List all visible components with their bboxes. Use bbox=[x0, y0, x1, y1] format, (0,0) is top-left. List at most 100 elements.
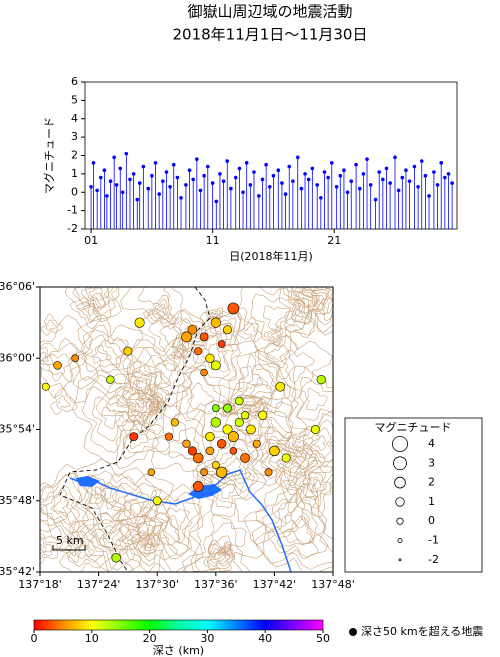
contour bbox=[321, 297, 333, 321]
y-tick-label: 35°54' bbox=[0, 423, 35, 436]
deep-note: 深さ50 kmを超える地震 bbox=[361, 624, 483, 638]
contour bbox=[80, 287, 110, 308]
lake bbox=[188, 484, 222, 499]
epicenter bbox=[240, 411, 250, 420]
stem-mark bbox=[400, 175, 405, 229]
contour bbox=[138, 287, 170, 310]
stem-dot bbox=[283, 192, 288, 196]
contour bbox=[80, 324, 144, 385]
stem-mark bbox=[195, 157, 199, 229]
stem-mark bbox=[102, 168, 107, 229]
contour bbox=[115, 379, 153, 418]
stem-mark bbox=[95, 188, 99, 229]
colorbar-label: 深さ (km) bbox=[153, 644, 204, 657]
contour bbox=[91, 518, 132, 560]
x-axis-label: 日(2018年11月) bbox=[229, 249, 313, 263]
stem-mark bbox=[214, 199, 219, 229]
stem-dot bbox=[128, 177, 132, 182]
contour bbox=[238, 366, 263, 393]
contour bbox=[285, 411, 333, 474]
title: 御嶽山周辺域の地震活動 bbox=[187, 3, 352, 21]
contour bbox=[261, 435, 298, 472]
stem-mark bbox=[141, 164, 146, 229]
stem-dot bbox=[432, 170, 436, 174]
stem-mark bbox=[319, 195, 323, 229]
legend-symbol bbox=[397, 538, 403, 544]
x-tick-label: 137°18' bbox=[18, 578, 62, 591]
contour bbox=[195, 381, 272, 463]
stem-dot bbox=[175, 175, 180, 180]
stem-dot bbox=[124, 151, 129, 156]
epicenter bbox=[152, 496, 162, 506]
stem-dot bbox=[248, 183, 253, 187]
contour bbox=[249, 376, 274, 400]
contour bbox=[40, 338, 82, 383]
stem-dot bbox=[150, 173, 154, 178]
stem-mark bbox=[315, 183, 319, 229]
stem-mark bbox=[419, 159, 424, 229]
stem-mark bbox=[303, 172, 307, 229]
contour bbox=[239, 394, 269, 423]
stem-mark bbox=[229, 186, 233, 229]
stem-mark bbox=[198, 188, 203, 229]
stem-mark bbox=[124, 151, 129, 229]
epicenter bbox=[194, 347, 203, 356]
stem-mark bbox=[423, 173, 428, 229]
contour bbox=[111, 482, 162, 530]
epicenter bbox=[227, 431, 239, 443]
contour bbox=[143, 294, 177, 328]
legend-label: 3 bbox=[428, 456, 435, 469]
contour bbox=[203, 539, 234, 571]
epicenter bbox=[205, 353, 215, 363]
y-axis-label: マグニチュード bbox=[42, 117, 56, 194]
contour bbox=[64, 287, 122, 322]
contour bbox=[121, 386, 164, 426]
stem-mark bbox=[287, 164, 292, 229]
stem-dot bbox=[241, 190, 245, 195]
stem-mark bbox=[131, 172, 136, 229]
contour bbox=[91, 396, 136, 442]
stem-mark bbox=[237, 166, 242, 229]
stem-mark bbox=[221, 179, 226, 229]
contour bbox=[96, 337, 129, 368]
stem-dot bbox=[310, 166, 315, 171]
contour bbox=[174, 343, 189, 358]
contour bbox=[311, 287, 333, 333]
stem-mark bbox=[225, 159, 230, 229]
stem-mark bbox=[168, 184, 172, 229]
contour bbox=[271, 332, 279, 340]
y-tick-label: 2 bbox=[71, 149, 78, 162]
stem-dot bbox=[384, 166, 389, 171]
scale-label: 5 km bbox=[56, 534, 84, 547]
contour bbox=[134, 499, 192, 560]
epicenter bbox=[134, 317, 145, 328]
stem-mark bbox=[326, 175, 330, 229]
contour bbox=[136, 378, 151, 393]
contour bbox=[254, 334, 299, 380]
contour bbox=[40, 342, 88, 399]
contour bbox=[40, 485, 81, 526]
epicenter bbox=[200, 468, 208, 477]
stem-mark bbox=[153, 161, 158, 229]
contour bbox=[120, 287, 184, 326]
stem-dot bbox=[195, 157, 199, 161]
stem-dot bbox=[287, 164, 292, 169]
stem-dot bbox=[326, 175, 330, 180]
stem-dot bbox=[291, 179, 295, 184]
contour bbox=[221, 400, 238, 418]
stem-dot bbox=[342, 168, 346, 172]
contour bbox=[58, 537, 84, 563]
stem-mark bbox=[334, 184, 339, 229]
contour bbox=[101, 406, 124, 430]
stem-dot bbox=[105, 194, 109, 198]
epicenter bbox=[210, 317, 221, 328]
deep-symbol bbox=[349, 628, 357, 636]
stem-dot bbox=[435, 183, 440, 187]
contour bbox=[72, 287, 116, 315]
epicenter bbox=[281, 453, 291, 463]
epicenter bbox=[170, 418, 179, 427]
stem-mark bbox=[205, 164, 210, 229]
contour bbox=[73, 287, 120, 322]
contour bbox=[84, 287, 110, 309]
contour bbox=[194, 535, 244, 572]
